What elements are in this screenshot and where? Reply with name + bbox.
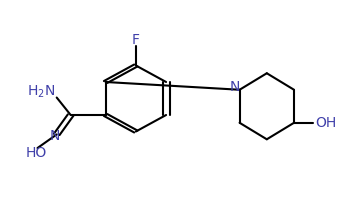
Text: N: N bbox=[50, 129, 60, 143]
Text: N: N bbox=[229, 80, 239, 94]
Text: HO: HO bbox=[25, 146, 46, 160]
Text: H$_2$N: H$_2$N bbox=[27, 84, 55, 100]
Text: OH: OH bbox=[315, 116, 336, 130]
Text: F: F bbox=[132, 33, 140, 47]
